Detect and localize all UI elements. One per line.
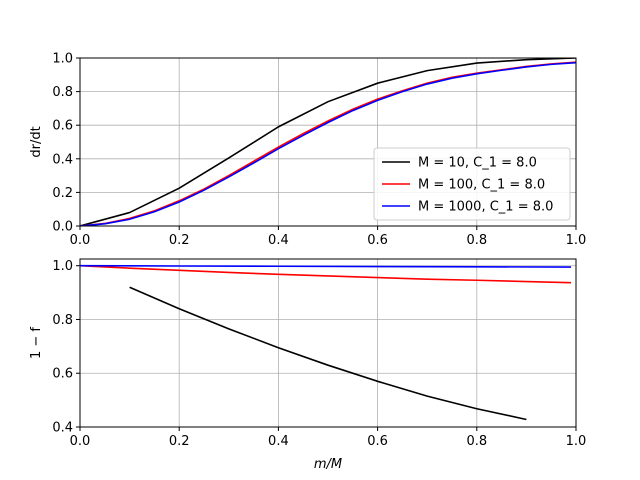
x-tick-label: 0.2 — [169, 233, 190, 248]
x-tick-label: 0.0 — [70, 233, 91, 248]
y-axis-label: 1 − f — [29, 327, 44, 359]
x-tick-label: 0.4 — [268, 233, 289, 248]
y-axis-label: dr/dt — [29, 126, 44, 157]
x-tick-label: 1.0 — [566, 434, 587, 449]
y-tick-label: 0.4 — [52, 421, 73, 436]
x-tick-label: 0.6 — [367, 434, 388, 449]
x-tick-label: 0.2 — [169, 434, 190, 449]
x-tick-label: 0.8 — [466, 434, 487, 449]
series-line-3 — [80, 61, 576, 226]
y-tick-label: 1.0 — [52, 52, 73, 67]
y-tick-label: 0.6 — [52, 119, 73, 134]
legend: M = 10, C_1 = 8.0 M = 100, C_1 = 8.0 M = 1… — [373, 147, 571, 221]
y-tick-label: 0.2 — [52, 186, 73, 201]
axes-frame — [79, 57, 577, 227]
legend-label: M = 100, C_1 = 8.0 — [418, 178, 545, 193]
y-tick-label: 0.4 — [52, 152, 73, 167]
x-tick-label: 0.0 — [70, 434, 91, 449]
legend-label: M = 1000, C_1 = 8.0 — [418, 200, 553, 215]
axes-frame — [79, 258, 577, 428]
y-tick-label: 0.8 — [52, 313, 73, 328]
x-axis-label: m/M — [314, 457, 342, 472]
chart-panel-2: 0.0 0.2 0.4 0.6 0.8 1.0 0.4 0.6 0.8 1.0 1 − f m/M — [29, 258, 587, 472]
x-tick-label: 0.6 — [367, 233, 388, 248]
y-tick-label: 0.0 — [52, 220, 73, 235]
y-tick-label: 1.0 — [52, 259, 73, 274]
chart-panel-1: 0.0 0.2 0.4 0.6 0.8 1.0 0.0 0.2 0.4 0.6 0.8 1.0 dr/d… — [29, 52, 586, 249]
series-line-3 — [80, 264, 572, 268]
series-line-2 — [80, 264, 572, 284]
y-tick-label: 0.6 — [52, 367, 73, 382]
series-line-1 — [129, 286, 527, 421]
x-tick-label: 1.0 — [566, 233, 587, 248]
y-tick-label: 0.8 — [52, 85, 73, 100]
x-tick-label: 0.4 — [268, 434, 289, 449]
x-tick-label: 0.8 — [466, 233, 487, 248]
series-line-1 — [80, 58, 576, 226]
legend-label: M = 10, C_1 = 8.0 — [418, 156, 537, 171]
legend-box — [373, 147, 571, 221]
